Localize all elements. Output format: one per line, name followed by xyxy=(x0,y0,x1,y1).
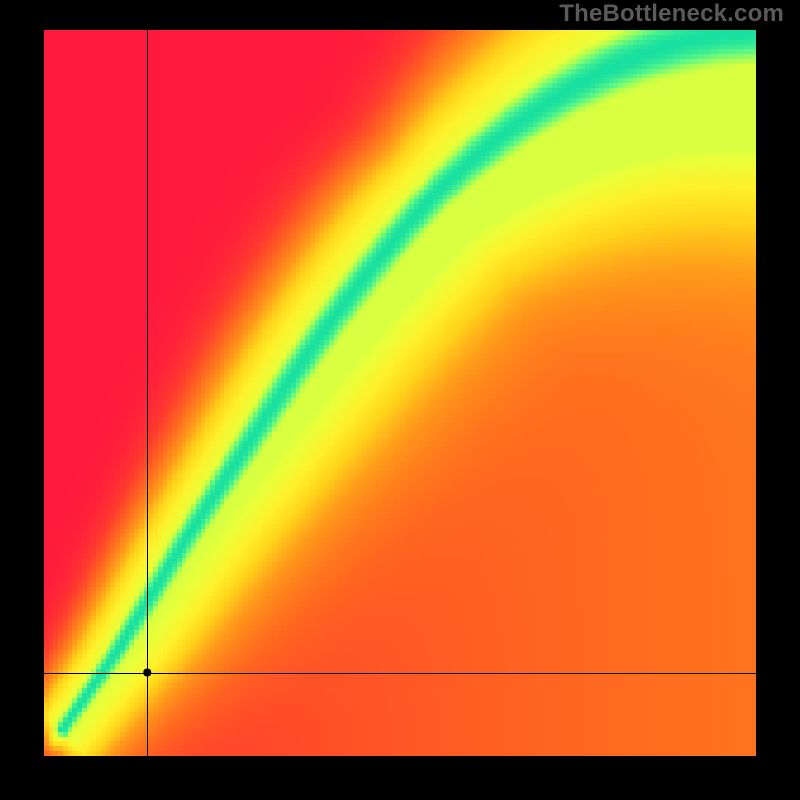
heatmap-canvas xyxy=(0,0,800,800)
watermark-text: TheBottleneck.com xyxy=(559,0,784,28)
chart-container: TheBottleneck.com xyxy=(0,0,800,800)
